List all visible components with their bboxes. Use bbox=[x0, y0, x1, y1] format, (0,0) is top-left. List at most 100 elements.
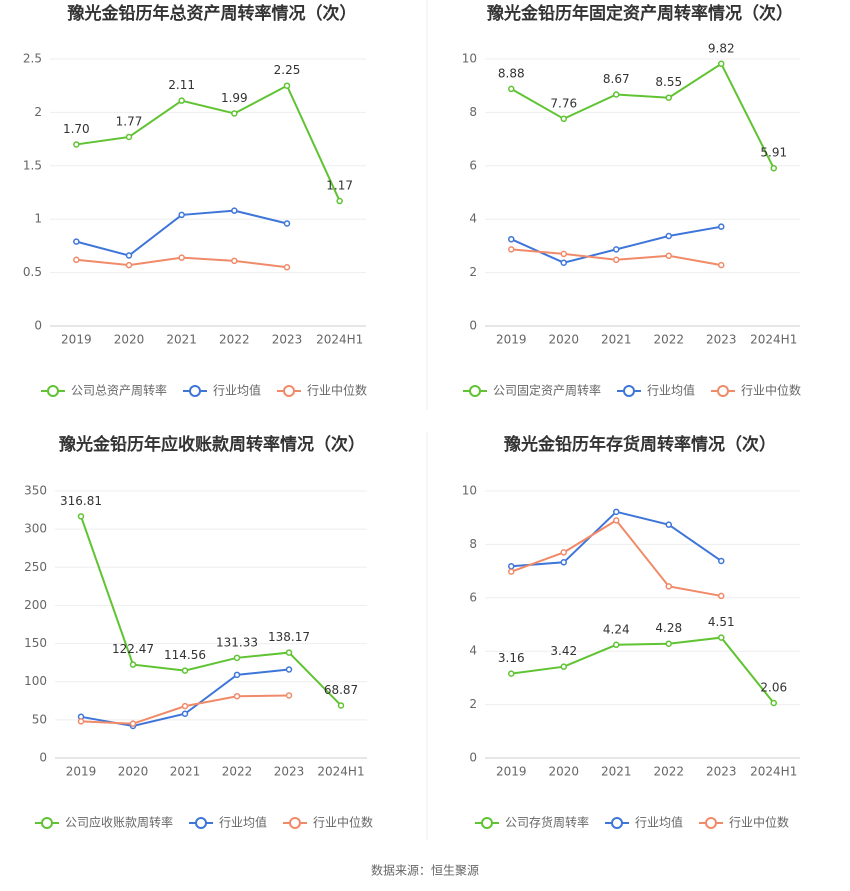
data-point bbox=[508, 568, 515, 575]
data-label: 4.28 bbox=[655, 621, 682, 635]
data-point bbox=[336, 197, 343, 205]
legend-label: 行业中位数 bbox=[729, 815, 789, 830]
data-label: 122.47 bbox=[112, 642, 154, 656]
data-label: 2.06 bbox=[760, 680, 787, 694]
legend-label: 行业均值 bbox=[213, 383, 261, 398]
y-tick-label: 2 bbox=[469, 265, 477, 279]
y-tick-label: 1.5 bbox=[23, 158, 42, 172]
data-point bbox=[73, 141, 80, 148]
data-point bbox=[508, 235, 515, 243]
data-point bbox=[73, 238, 80, 245]
legend-label: 公司总资产周转率 bbox=[71, 383, 167, 398]
data-point bbox=[283, 264, 291, 271]
data-point bbox=[665, 583, 672, 590]
data-point bbox=[718, 592, 725, 600]
data-point bbox=[181, 667, 189, 674]
x-tick-label: 2023 bbox=[274, 765, 305, 779]
data-point bbox=[73, 256, 80, 264]
x-tick-label: 2023 bbox=[272, 333, 303, 347]
y-tick-label: 100 bbox=[24, 674, 47, 688]
x-tick-label: 2020 bbox=[118, 765, 149, 779]
data-label: 4.24 bbox=[603, 622, 630, 636]
data-point bbox=[178, 97, 185, 104]
data-label: 68.87 bbox=[324, 683, 358, 697]
data-label: 1.70 bbox=[63, 122, 90, 136]
y-tick-label: 10 bbox=[462, 52, 477, 66]
legend-marker bbox=[611, 817, 623, 829]
y-tick-label: 8 bbox=[469, 105, 477, 119]
data-point bbox=[285, 649, 293, 656]
data-point bbox=[178, 211, 185, 219]
legend-marker bbox=[41, 817, 53, 829]
data-label: 1.77 bbox=[116, 114, 143, 128]
x-tick-label: 2023 bbox=[706, 333, 737, 347]
data-label: 8.67 bbox=[603, 72, 630, 86]
y-tick-label: 0 bbox=[469, 319, 477, 333]
data-point bbox=[285, 666, 293, 673]
data-point bbox=[665, 640, 672, 647]
series-line bbox=[510, 62, 775, 169]
data-point bbox=[770, 699, 777, 707]
data-point bbox=[665, 94, 672, 101]
data-point bbox=[718, 557, 725, 565]
chart-title: 豫光金铅历年应收账款周转率情况（次） bbox=[59, 434, 365, 455]
data-point bbox=[508, 246, 515, 253]
x-tick-label: 2021 bbox=[166, 333, 197, 347]
data-label: 7.76 bbox=[550, 96, 577, 110]
y-tick-label: 2 bbox=[34, 105, 42, 119]
x-tick-label: 2021 bbox=[170, 765, 201, 779]
y-tick-label: 2.5 bbox=[23, 52, 42, 66]
data-label: 3.16 bbox=[498, 651, 525, 665]
legend-marker bbox=[283, 385, 295, 397]
x-tick-label: 2021 bbox=[601, 765, 632, 779]
data-point bbox=[560, 250, 567, 258]
data-label: 1.17 bbox=[326, 179, 353, 193]
data-label: 1.99 bbox=[221, 91, 248, 105]
data-point bbox=[231, 257, 238, 265]
x-tick-label: 2019 bbox=[496, 333, 527, 347]
data-point bbox=[181, 710, 189, 718]
data-point bbox=[508, 670, 515, 677]
y-tick-label: 0.5 bbox=[23, 265, 42, 279]
legend-label: 行业中位数 bbox=[741, 383, 801, 398]
data-label: 9.82 bbox=[708, 41, 735, 55]
x-tick-label: 2024H1 bbox=[316, 333, 363, 347]
data-point bbox=[560, 259, 567, 266]
y-tick-label: 0 bbox=[39, 751, 47, 765]
data-point bbox=[129, 720, 137, 727]
data-label: 4.51 bbox=[708, 615, 735, 629]
legend-label: 公司固定资产周转率 bbox=[493, 383, 601, 398]
legend-marker bbox=[47, 385, 59, 397]
data-point bbox=[613, 517, 620, 524]
data-label: 2.25 bbox=[274, 63, 301, 77]
data-point bbox=[718, 634, 725, 641]
data-point bbox=[560, 115, 567, 123]
y-tick-label: 10 bbox=[462, 484, 477, 498]
chart-title: 豫光金铅历年固定资产周转率情况（次） bbox=[487, 3, 793, 24]
data-point bbox=[233, 671, 241, 679]
data-label: 8.55 bbox=[655, 75, 682, 89]
data-point bbox=[337, 702, 345, 709]
data-point bbox=[283, 220, 291, 227]
data-point bbox=[285, 692, 293, 699]
x-tick-label: 2019 bbox=[61, 333, 92, 347]
x-tick-label: 2022 bbox=[222, 765, 253, 779]
legend-marker bbox=[705, 817, 717, 829]
legend-marker bbox=[195, 817, 207, 829]
legend-marker bbox=[481, 817, 493, 829]
data-point bbox=[508, 85, 515, 93]
data-label: 2.11 bbox=[168, 78, 195, 92]
data-label: 3.42 bbox=[550, 644, 577, 658]
data-point bbox=[718, 261, 725, 269]
data-point bbox=[560, 559, 567, 566]
data-point bbox=[770, 164, 777, 172]
legend-label: 行业均值 bbox=[219, 815, 267, 830]
y-tick-label: 300 bbox=[24, 522, 47, 536]
data-point bbox=[178, 254, 185, 261]
x-tick-label: 2021 bbox=[601, 333, 632, 347]
data-point bbox=[125, 252, 133, 259]
y-tick-label: 200 bbox=[24, 598, 47, 612]
series-line bbox=[511, 636, 775, 704]
legend-label: 行业均值 bbox=[635, 815, 683, 830]
chart-title: 豫光金铅历年存货周转率情况（次） bbox=[504, 434, 776, 455]
